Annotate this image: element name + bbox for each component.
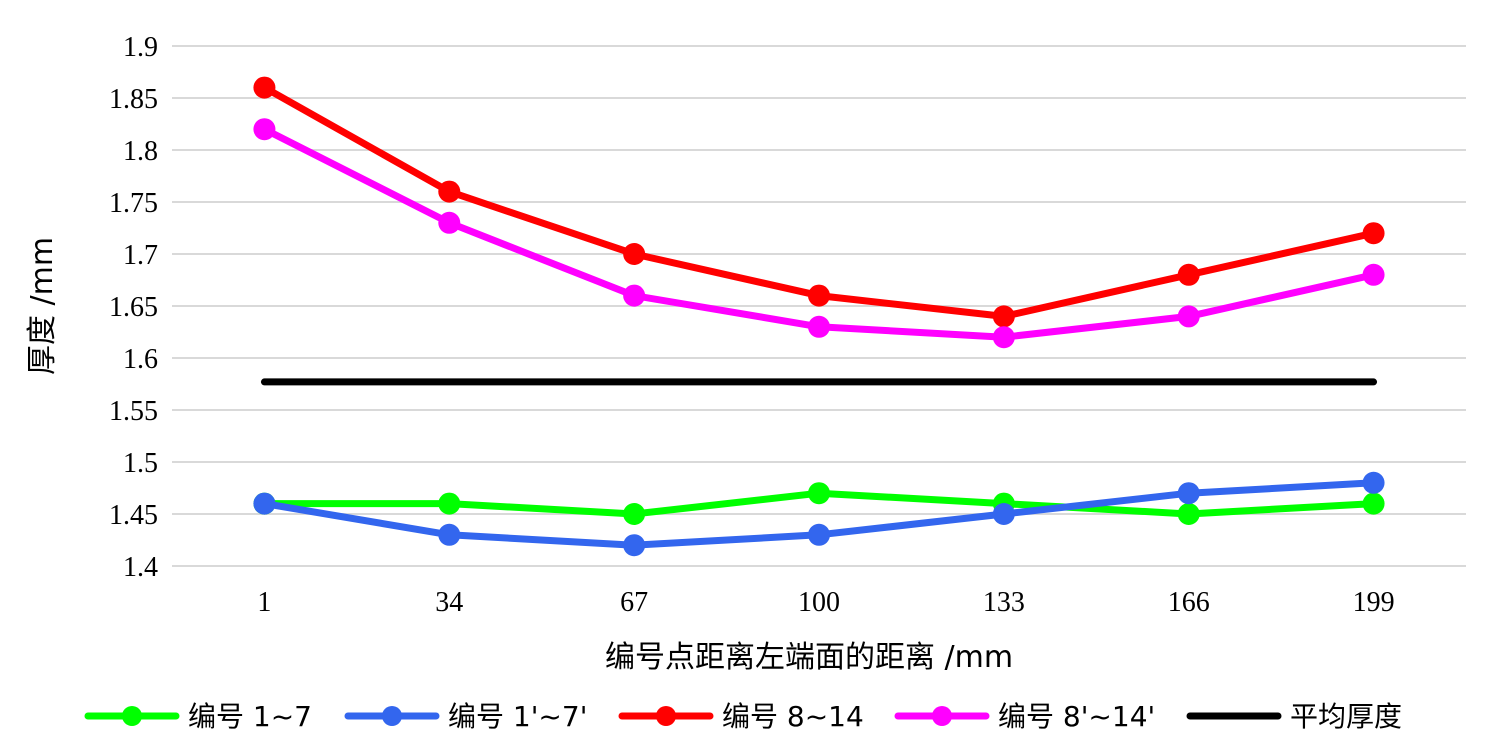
legend-label: 编号 8~14 [722, 700, 864, 733]
data-point [623, 284, 646, 307]
legend-swatch-marker [122, 706, 142, 726]
x-tick-label: 166 [1168, 587, 1210, 618]
y-tick-label: 1.75 [109, 188, 158, 219]
data-point [253, 492, 276, 515]
x-axis-ticks: 1 34 67 100 133 166 199 [257, 587, 1394, 618]
y-tick-label: 1.7 [123, 240, 158, 271]
y-tick-label: 1.6 [123, 344, 158, 375]
y-axis-title: 厚度 /mm [25, 237, 60, 375]
x-tick-label: 199 [1353, 587, 1395, 618]
legend: 编号 1~7 编号 1'~7' 编号 8~14 编号 8'~14' 平均厚度 [84, 700, 1402, 733]
data-point [438, 180, 461, 203]
series-layer [253, 76, 1385, 557]
data-point [1362, 263, 1385, 286]
data-point [438, 523, 461, 546]
data-point [253, 76, 276, 99]
y-axis-ticks: 1.4 1.45 1.5 1.55 1.6 1.65 1.7 1.75 1.8 1.85 1.9 [109, 32, 158, 583]
series-4 [253, 118, 1385, 349]
y-tick-label: 1.4 [123, 552, 158, 583]
data-point [1177, 482, 1200, 505]
y-tick-label: 1.8 [123, 136, 158, 167]
data-point [623, 243, 646, 265]
series-2 [253, 471, 1385, 557]
data-point [992, 326, 1015, 349]
data-point [1362, 471, 1385, 494]
data-point [438, 211, 461, 234]
y-tick-label: 1.5 [123, 448, 158, 479]
x-axis-title: 编号点距离左端面的距离 /mm [605, 640, 1013, 675]
y-tick-label: 1.55 [109, 396, 158, 427]
y-tick-label: 1.45 [109, 500, 158, 531]
data-point [1177, 305, 1200, 328]
series-3 [253, 76, 1385, 328]
data-point [253, 118, 276, 141]
legend-label: 平均厚度 [1290, 700, 1402, 733]
data-point [1362, 492, 1385, 515]
data-point [623, 534, 646, 557]
legend-item: 编号 8'~14' [894, 700, 1155, 733]
data-point [1177, 503, 1200, 525]
legend-label: 编号 8'~14' [998, 700, 1155, 733]
data-point [808, 482, 830, 505]
data-point [623, 503, 646, 525]
legend-swatch-marker [932, 706, 952, 726]
data-point [808, 523, 830, 546]
x-tick-label: 67 [620, 587, 648, 618]
x-tick-label: 133 [983, 587, 1025, 618]
y-tick-label: 1.65 [109, 292, 158, 323]
data-point [992, 305, 1015, 328]
data-point [1177, 263, 1200, 286]
legend-item: 编号 1~7 [84, 700, 312, 733]
data-point [438, 492, 461, 515]
legend-label: 编号 1~7 [188, 700, 312, 733]
y-tick-label: 1.85 [109, 84, 158, 115]
x-tick-label: 1 [257, 587, 271, 618]
legend-item: 平均厚度 [1186, 700, 1402, 733]
legend-swatch-marker [382, 706, 402, 726]
legend-label: 编号 1'~7' [448, 700, 587, 733]
data-point [1362, 222, 1385, 245]
legend-item: 编号 1'~7' [344, 700, 587, 733]
data-point [808, 284, 830, 307]
legend-item: 编号 8~14 [618, 700, 864, 733]
x-tick-label: 100 [798, 587, 840, 618]
legend-swatch-marker [656, 706, 676, 726]
x-tick-label: 34 [435, 587, 463, 618]
y-tick-label: 1.9 [123, 32, 158, 63]
data-point [992, 503, 1015, 525]
data-point [808, 315, 830, 338]
